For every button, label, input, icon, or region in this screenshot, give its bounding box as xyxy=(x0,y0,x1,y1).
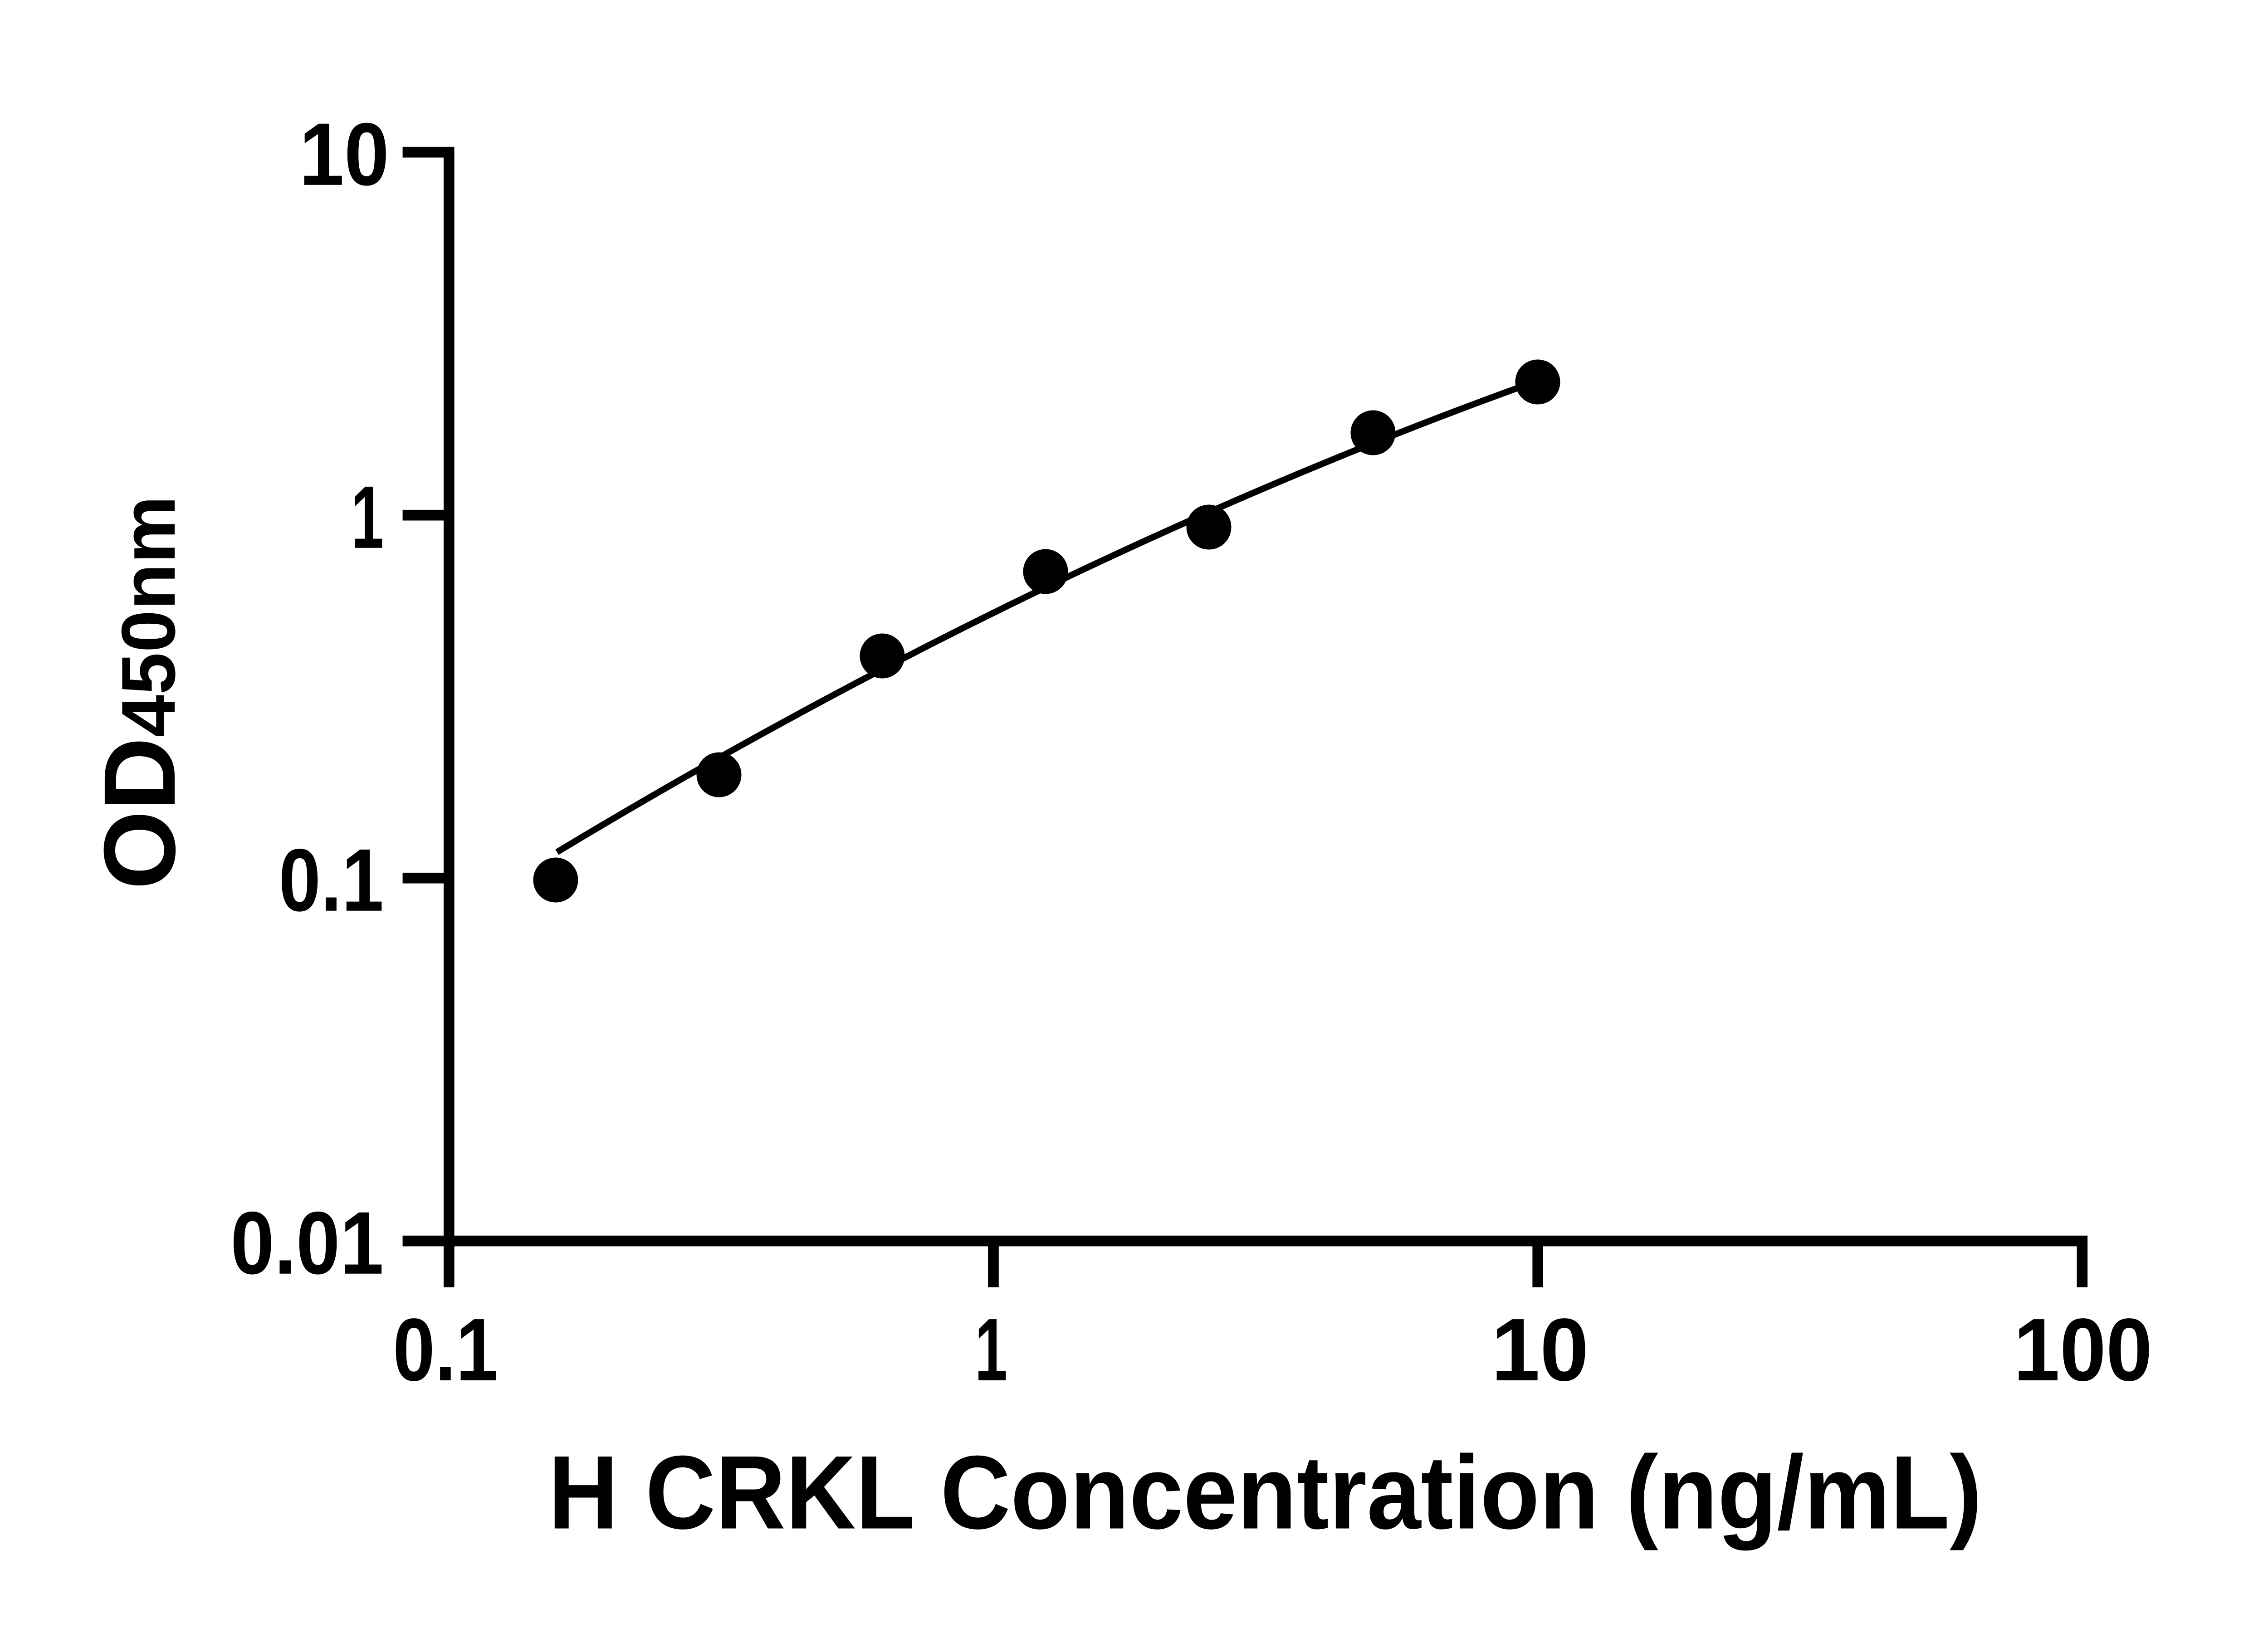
svg-text:OD450nm: OD450nm xyxy=(83,496,196,890)
svg-text:H CRKL Concentration (ng/mL): H CRKL Concentration (ng/mL) xyxy=(548,1434,1982,1551)
svg-text:1: 1 xyxy=(351,468,384,567)
svg-text:10: 10 xyxy=(299,105,390,204)
svg-text:0.1: 0.1 xyxy=(279,831,384,930)
svg-text:0.1: 0.1 xyxy=(393,1300,498,1399)
svg-text:100: 100 xyxy=(2014,1300,2152,1399)
svg-text:1: 1 xyxy=(975,1300,1007,1399)
svg-text:10: 10 xyxy=(1491,1300,1589,1399)
svg-text:0.01: 0.01 xyxy=(230,1193,384,1293)
